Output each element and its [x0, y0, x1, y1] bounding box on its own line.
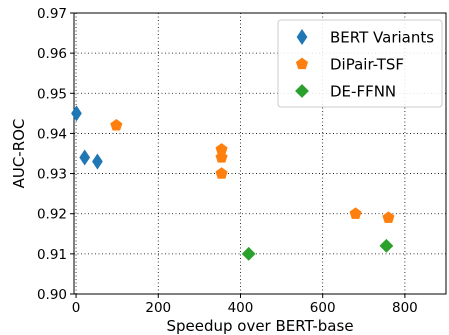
bert-variants-point [92, 153, 103, 170]
x-tick-label: 400 [228, 300, 254, 316]
y-axis-title: AUC-ROC [10, 119, 28, 189]
legend-label: BERT Variants [330, 29, 434, 47]
y-tick-label: 0.97 [37, 6, 67, 22]
y-tick-label: 0.96 [37, 46, 67, 62]
dipair-tsf-point [215, 151, 228, 163]
legend-item: DE-FFNN [295, 83, 396, 101]
dipair-tsf-point [215, 167, 228, 179]
axis-ticks: 0 200 400 600 800 0.90 0.91 0.92 0.93 0.94 0.95 0.9… [37, 6, 418, 316]
x-tick-label: 600 [310, 300, 336, 316]
y-tick-label: 0.94 [37, 126, 67, 142]
de-ffnn-point [241, 246, 256, 261]
dipair-tsf-point [382, 211, 395, 223]
bert-variants-point [79, 149, 91, 166]
x-axis-title: Speedup over BERT-base [166, 317, 353, 335]
y-tick-label: 0.90 [37, 287, 67, 303]
y-tick-label: 0.95 [37, 86, 67, 102]
legend-label: DE-FFNN [330, 83, 396, 101]
data-points [71, 105, 395, 261]
bert-variants-point [71, 105, 82, 122]
x-tick-label: 800 [392, 300, 418, 316]
x-tick-label: 200 [145, 300, 171, 316]
legend-item: DiPair-TSF [295, 56, 404, 74]
legend-marker [296, 28, 308, 46]
legend-marker [295, 57, 309, 70]
legend-marker [295, 84, 309, 98]
plot-frame [73, 12, 447, 295]
legend-box [277, 19, 443, 108]
legend: BERT Variants DiPair-TSF DE-FFNN [277, 19, 443, 108]
x-tick-label: 0 [72, 300, 81, 316]
de-ffnn-point [379, 238, 394, 253]
y-tick-label: 0.93 [37, 167, 67, 183]
legend-label: DiPair-TSF [330, 56, 404, 74]
dipair-tsf-point [349, 207, 362, 219]
dipair-tsf-point [110, 119, 123, 131]
y-tick-label: 0.91 [37, 247, 67, 263]
y-tick-label: 0.92 [37, 207, 67, 223]
legend-item: BERT Variants [296, 28, 434, 47]
